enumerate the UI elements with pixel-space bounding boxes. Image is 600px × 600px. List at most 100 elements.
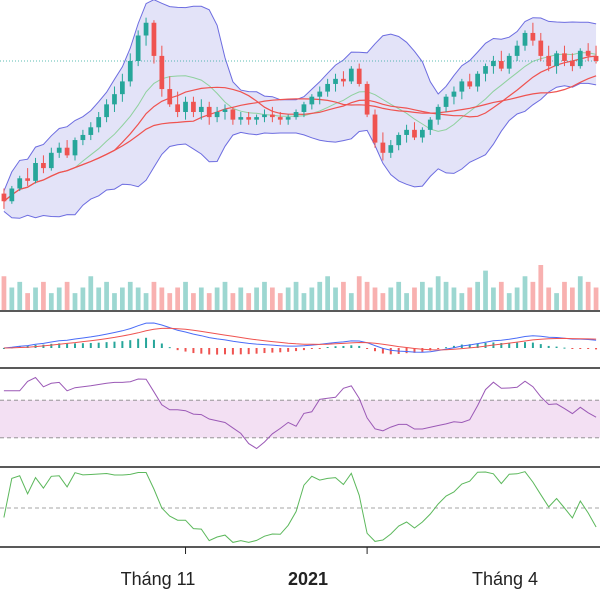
volume-bar	[396, 281, 402, 310]
macd-histogram-bar	[208, 348, 211, 355]
candle-body	[262, 114, 267, 118]
volume-bar	[230, 293, 236, 310]
candle-body	[1, 193, 7, 202]
macd-histogram-bar	[287, 348, 290, 352]
rsi-panel	[0, 376, 600, 468]
macd-histogram-bar	[531, 342, 534, 348]
macd-histogram-bar	[579, 348, 582, 349]
candle-body	[593, 55, 599, 61]
macd-panel	[0, 322, 600, 369]
bollinger-upper-line	[3, 0, 597, 192]
macd-histogram-bar	[89, 343, 92, 348]
macd-histogram-bar	[476, 343, 479, 348]
volume-bar	[451, 287, 457, 310]
candle-body	[333, 78, 338, 84]
candle-body	[9, 188, 15, 202]
moving-average-slow-line	[3, 75, 597, 202]
candle-body	[33, 163, 38, 181]
macd-histogram-bar	[160, 343, 163, 348]
stochastic-panel	[0, 471, 600, 548]
candle-body	[317, 91, 323, 97]
macd-histogram-bar	[263, 348, 266, 354]
macd-histogram-bar	[571, 348, 574, 349]
volume-bar	[546, 287, 552, 310]
candle-body	[522, 32, 528, 46]
candle-body	[309, 96, 315, 105]
macd-histogram-bar	[595, 348, 598, 350]
volume-bar	[427, 287, 433, 310]
macd-histogram-bar	[389, 348, 392, 355]
candle-body	[183, 101, 188, 112]
candle-body	[270, 114, 275, 118]
macd-histogram-bar	[137, 338, 140, 348]
candle-body	[72, 140, 78, 156]
volume-bar	[554, 293, 559, 310]
volume-bar	[420, 281, 425, 310]
macd-histogram-bar	[563, 347, 566, 349]
volume-bar	[443, 281, 449, 310]
candle-body	[230, 109, 236, 120]
volume-bar	[388, 287, 394, 310]
candle-body	[546, 55, 552, 67]
macd-line	[3, 322, 597, 353]
candle-body	[420, 129, 425, 138]
volume-bar	[333, 287, 338, 310]
macd-histogram-bar	[216, 348, 219, 355]
volume-bar	[88, 276, 94, 310]
volume-bar	[104, 281, 109, 310]
volume-bar	[301, 293, 307, 310]
candle-body	[577, 50, 583, 67]
volume-bar	[262, 281, 267, 310]
volume-bar	[380, 293, 386, 310]
candle-body	[222, 109, 228, 112]
time-axis: Tháng 11 2021 Tháng 4	[121, 547, 538, 589]
volume-bar	[356, 276, 362, 310]
volume-bar	[17, 281, 23, 310]
x-tick-label-0: Tháng 11	[121, 569, 196, 589]
macd-histogram-bar	[271, 348, 274, 353]
volume-bar	[538, 265, 544, 310]
volume-panel	[0, 265, 600, 312]
macd-histogram-bar	[381, 348, 384, 354]
volume-bar	[238, 287, 244, 310]
macd-histogram-bar	[200, 348, 203, 354]
volume-bar	[372, 287, 378, 310]
volume-bar	[404, 293, 409, 310]
volume-bar	[167, 293, 173, 310]
volume-bar	[285, 287, 291, 310]
macd-histogram-bar	[239, 348, 242, 355]
macd-histogram-bar	[74, 343, 76, 348]
candle-body	[120, 81, 125, 95]
volume-bar	[214, 287, 220, 310]
volume-bar	[483, 270, 488, 310]
candle-body	[483, 66, 488, 74]
bollinger-lower-line	[3, 82, 597, 219]
macd-histogram-bar	[255, 348, 258, 354]
volume-bar	[127, 281, 133, 310]
volume-bar	[135, 287, 141, 310]
candle-body	[96, 117, 102, 128]
macd-histogram-bar	[445, 347, 448, 349]
macd-histogram-bar	[224, 348, 226, 355]
macd-histogram-bar	[66, 343, 69, 348]
macd-histogram-bar	[152, 339, 155, 348]
candle-body	[506, 55, 512, 69]
volume-bar	[317, 281, 323, 310]
macd-histogram-bar	[374, 348, 376, 352]
volume-bar	[9, 287, 15, 310]
volume-bar	[112, 293, 117, 310]
candle-body	[364, 83, 370, 115]
volume-bar	[522, 276, 528, 310]
macd-histogram-bar	[484, 342, 487, 348]
macd-histogram-bar	[516, 342, 519, 348]
volume-bar	[467, 287, 473, 310]
candle-body	[585, 50, 591, 56]
candle-body	[380, 142, 386, 153]
volume-bar	[348, 293, 354, 310]
candle-body	[238, 117, 244, 120]
candle-body	[198, 106, 204, 112]
macd-histogram-bar	[437, 348, 440, 349]
volume-bar	[191, 293, 196, 310]
candle-body	[80, 134, 86, 141]
volume-bar	[206, 293, 212, 310]
